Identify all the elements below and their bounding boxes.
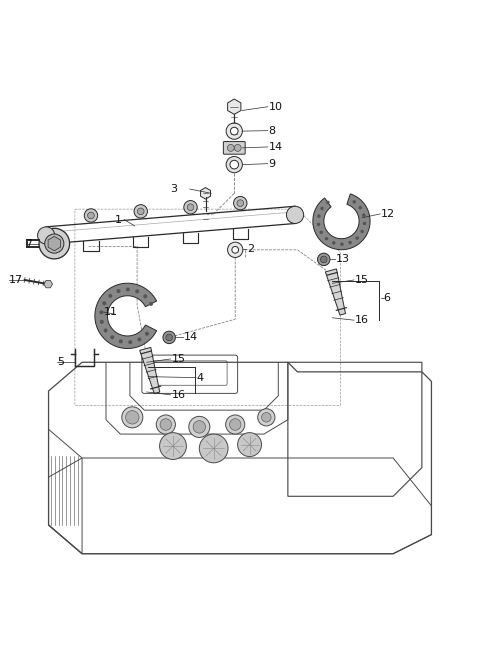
FancyBboxPatch shape [223,141,245,154]
Circle shape [362,213,366,217]
Circle shape [321,256,327,262]
Circle shape [320,207,324,210]
Polygon shape [228,99,241,114]
Circle shape [360,229,364,233]
Circle shape [102,301,107,305]
Circle shape [258,409,275,426]
Circle shape [184,200,197,214]
Circle shape [159,433,186,459]
Circle shape [143,294,147,298]
Circle shape [232,246,239,253]
Circle shape [318,253,330,266]
Polygon shape [325,269,346,315]
Circle shape [228,242,243,257]
Text: 2: 2 [247,244,254,254]
Circle shape [355,237,359,240]
Circle shape [317,214,321,218]
Circle shape [317,223,320,226]
Circle shape [126,288,130,292]
Circle shape [226,123,242,139]
Text: 7: 7 [25,238,33,249]
Circle shape [332,241,336,245]
Polygon shape [140,347,160,393]
Circle shape [237,200,244,207]
Circle shape [234,196,247,210]
Circle shape [189,417,210,437]
Text: 11: 11 [104,307,118,317]
Circle shape [134,205,147,218]
Circle shape [348,241,352,244]
Circle shape [199,434,228,463]
Circle shape [230,160,239,169]
Circle shape [363,222,366,226]
Circle shape [234,145,241,152]
Circle shape [228,145,234,152]
Circle shape [230,127,238,135]
Circle shape [229,419,241,430]
Polygon shape [201,187,211,199]
Text: 13: 13 [336,254,350,264]
Circle shape [166,334,172,341]
Circle shape [193,421,205,433]
Circle shape [160,419,171,430]
Circle shape [135,289,139,294]
Circle shape [325,237,328,240]
Circle shape [226,156,242,173]
Circle shape [163,331,175,343]
Circle shape [108,294,112,298]
Circle shape [262,413,271,422]
Text: 16: 16 [355,315,369,325]
Circle shape [88,212,94,219]
Circle shape [137,338,142,341]
Polygon shape [313,194,370,249]
Circle shape [226,415,245,434]
Circle shape [156,415,175,434]
Circle shape [287,206,304,224]
Text: 15: 15 [172,354,186,364]
Text: 15: 15 [355,275,369,285]
Circle shape [187,204,194,211]
Polygon shape [48,237,60,251]
Circle shape [84,209,97,222]
Circle shape [39,228,70,259]
Circle shape [340,242,344,246]
Circle shape [117,289,120,293]
Circle shape [110,335,114,340]
Text: 12: 12 [381,209,396,219]
Circle shape [99,310,103,314]
Polygon shape [44,281,52,288]
Circle shape [326,201,330,204]
Text: 16: 16 [172,390,186,400]
Text: 10: 10 [269,102,283,111]
Circle shape [119,340,123,343]
Text: 1: 1 [115,214,121,225]
Circle shape [137,208,144,214]
Circle shape [359,206,362,209]
Text: 4: 4 [197,373,204,382]
Text: 6: 6 [384,293,391,303]
Circle shape [122,407,143,428]
Text: 5: 5 [57,357,64,367]
Circle shape [37,227,55,244]
Circle shape [149,302,153,306]
Circle shape [128,340,132,344]
Circle shape [104,329,108,332]
Text: 9: 9 [269,159,276,168]
Text: 17: 17 [9,275,24,285]
Circle shape [45,234,64,253]
Circle shape [145,332,149,336]
Polygon shape [95,283,156,349]
Circle shape [238,433,262,457]
Text: 14: 14 [269,142,283,152]
Text: 3: 3 [170,184,178,194]
Circle shape [352,200,356,203]
Circle shape [320,231,323,234]
Text: 14: 14 [183,332,198,342]
Circle shape [100,319,104,324]
Text: 8: 8 [269,126,276,135]
Circle shape [126,411,139,424]
